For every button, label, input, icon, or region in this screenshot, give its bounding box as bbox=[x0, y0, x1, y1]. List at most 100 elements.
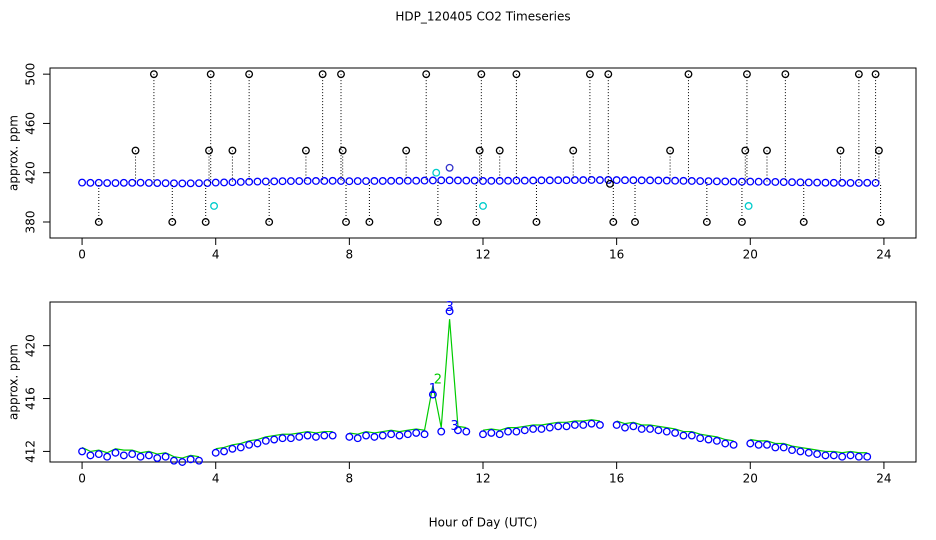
x-tick-label: 0 bbox=[78, 248, 86, 262]
data-point bbox=[161, 452, 170, 461]
data-point bbox=[554, 422, 563, 431]
data-point bbox=[428, 176, 437, 185]
data-point bbox=[595, 176, 604, 185]
data-point bbox=[318, 70, 327, 79]
data-point bbox=[679, 431, 688, 440]
data-point bbox=[311, 432, 320, 441]
data-point bbox=[201, 218, 210, 226]
data-point bbox=[170, 456, 178, 465]
data-point bbox=[211, 178, 220, 187]
x-tick-label: 20 bbox=[743, 248, 758, 262]
data-point bbox=[472, 218, 481, 226]
data-point bbox=[103, 179, 112, 188]
data-point bbox=[395, 431, 404, 440]
data-point bbox=[205, 146, 213, 155]
x-tick-label: 20 bbox=[743, 472, 758, 486]
data-point bbox=[136, 178, 145, 187]
data-point bbox=[796, 447, 805, 456]
data-point bbox=[433, 218, 442, 226]
data-point bbox=[195, 179, 203, 188]
y-tick-label: 380 bbox=[24, 211, 38, 234]
data-point bbox=[779, 443, 788, 452]
data-point bbox=[570, 421, 579, 429]
data-point bbox=[78, 178, 87, 187]
data-point bbox=[477, 70, 486, 79]
data-point bbox=[453, 426, 462, 435]
data-point bbox=[278, 177, 287, 186]
data-point bbox=[295, 432, 304, 441]
x-tick-label: 4 bbox=[212, 248, 220, 262]
data-point bbox=[286, 177, 295, 186]
data-point bbox=[631, 218, 639, 226]
point-label: 3 bbox=[445, 300, 453, 315]
data-point bbox=[621, 176, 629, 185]
data-point bbox=[679, 176, 688, 185]
data-point bbox=[211, 448, 220, 457]
data-point bbox=[479, 202, 487, 210]
data-point bbox=[854, 70, 863, 79]
data-point bbox=[245, 70, 254, 79]
data-point bbox=[220, 178, 229, 187]
data-point bbox=[412, 428, 421, 437]
data-point bbox=[504, 427, 513, 436]
data-point bbox=[621, 423, 629, 432]
data-point bbox=[836, 146, 845, 155]
data-point bbox=[320, 177, 329, 185]
data-point bbox=[86, 451, 95, 460]
data-point bbox=[579, 421, 588, 429]
x-tick-label: 4 bbox=[212, 472, 220, 486]
data-point bbox=[838, 178, 847, 187]
data-point bbox=[206, 70, 215, 79]
data-point bbox=[94, 178, 103, 187]
point-label: 3 bbox=[450, 419, 458, 434]
data-point bbox=[245, 177, 254, 186]
data-point bbox=[195, 456, 203, 465]
data-point bbox=[838, 452, 847, 461]
data-point bbox=[228, 444, 237, 453]
data-point bbox=[462, 176, 471, 185]
data-point bbox=[629, 176, 638, 185]
data-point bbox=[671, 176, 680, 185]
data-point bbox=[702, 218, 711, 226]
data-point bbox=[303, 431, 312, 440]
data-point bbox=[529, 176, 538, 185]
data-point bbox=[604, 70, 613, 79]
data-point bbox=[345, 177, 354, 186]
data-point bbox=[153, 454, 162, 462]
x-tick-label: 12 bbox=[475, 248, 490, 262]
data-point bbox=[170, 179, 178, 188]
data-point bbox=[754, 177, 763, 186]
series-line bbox=[616, 420, 734, 442]
data-point bbox=[587, 176, 596, 184]
data-point bbox=[871, 70, 880, 79]
series-line bbox=[215, 430, 333, 450]
data-point bbox=[301, 146, 310, 155]
data-point bbox=[479, 177, 487, 185]
data-point bbox=[186, 455, 195, 464]
data-point bbox=[821, 178, 830, 187]
data-point bbox=[746, 439, 755, 448]
data-point bbox=[796, 178, 805, 187]
data-point bbox=[403, 176, 412, 185]
data-point bbox=[128, 450, 137, 459]
data-point bbox=[704, 177, 713, 186]
data-point bbox=[220, 447, 229, 456]
data-point bbox=[742, 70, 751, 79]
data-point bbox=[378, 431, 387, 440]
data-point bbox=[612, 176, 621, 185]
data-point bbox=[345, 432, 354, 441]
data-point bbox=[178, 458, 187, 466]
x-tick-label: 24 bbox=[876, 472, 891, 486]
y-tick-label: 500 bbox=[24, 63, 38, 86]
data-point bbox=[78, 447, 87, 456]
data-point bbox=[741, 146, 750, 155]
data-point bbox=[422, 70, 431, 79]
data-point bbox=[721, 439, 730, 448]
data-point bbox=[646, 424, 655, 433]
x-axis-label: Hour of Day (UTC) bbox=[429, 516, 538, 530]
data-point bbox=[303, 177, 312, 185]
data-point bbox=[337, 177, 345, 185]
data-point bbox=[353, 434, 362, 443]
data-point bbox=[771, 443, 780, 452]
data-point bbox=[671, 428, 680, 437]
